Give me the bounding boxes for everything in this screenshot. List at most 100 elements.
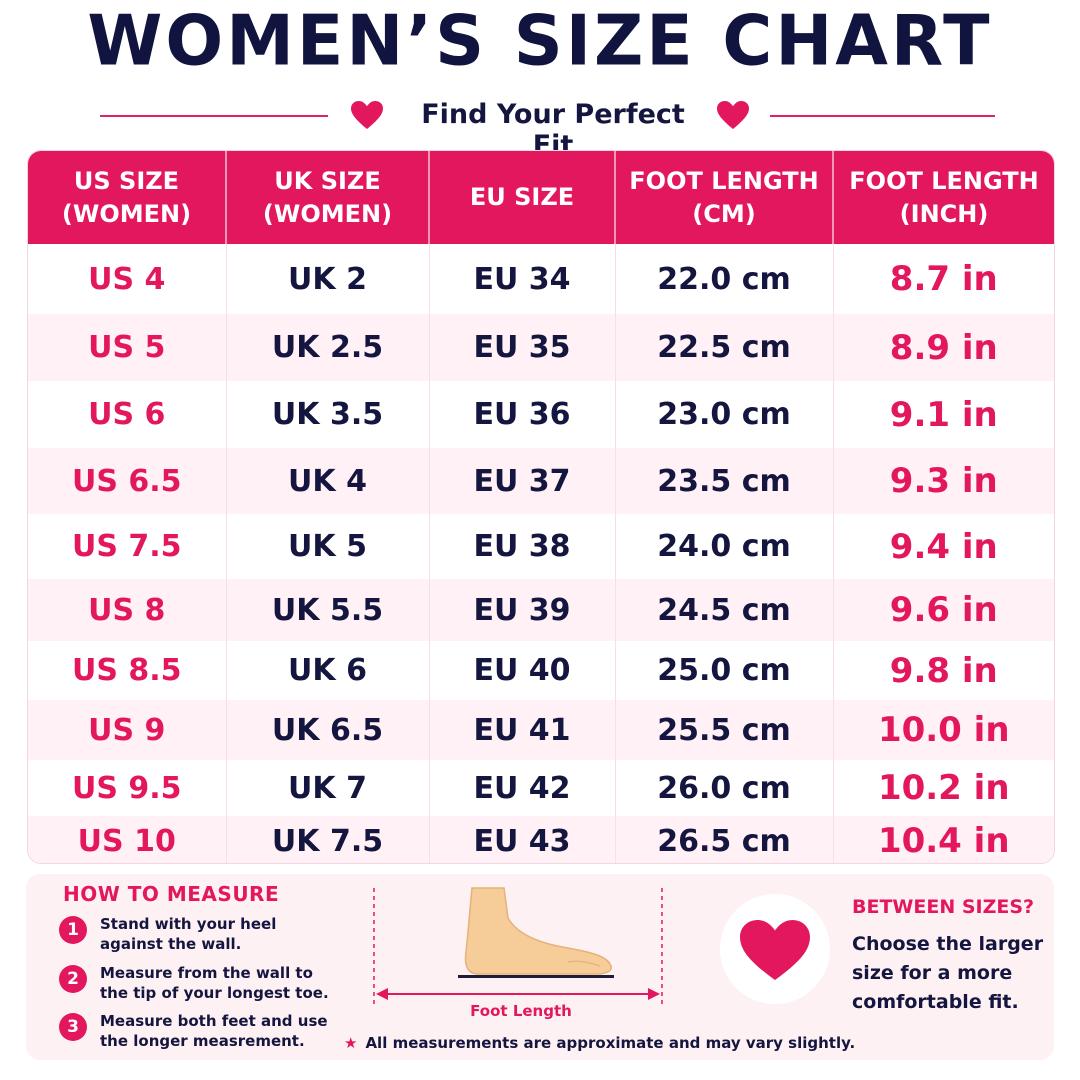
column-header: EU SIZE: [429, 151, 616, 244]
table-cell: UK 4: [226, 448, 430, 514]
table-cell: 22.5 cm: [615, 314, 834, 381]
heart-badge: [720, 894, 830, 1004]
heart-icon: [351, 101, 383, 129]
table-cell: 23.0 cm: [615, 381, 834, 448]
table-cell: 10.4 in: [833, 816, 1054, 863]
table-cell: 9.4 in: [889, 526, 998, 567]
table-cell: EU 38: [429, 514, 616, 579]
table-cell: US 10: [28, 816, 227, 863]
column-header-line: (WOMEN): [262, 199, 393, 228]
between-sizes-title: BETWEEN SIZES?: [852, 896, 1035, 918]
column-header-line: UK SIZE: [274, 166, 381, 195]
subtitle-divider-left: [100, 115, 328, 117]
table-cell: 26.0 cm: [615, 760, 834, 816]
step-number: 3: [59, 1013, 87, 1041]
table-cell: US 8.5: [28, 641, 227, 700]
table-row: US 8 UK 5.5 EU 39 24.5 cm 9.6 in: [28, 579, 1054, 641]
table-cell: 8.9 in: [833, 314, 1054, 381]
table-cell: 25.0 cm: [615, 641, 834, 700]
table-cell: US 7.5: [28, 514, 227, 579]
table-cell: EU 40: [429, 641, 616, 700]
column-header: UK SIZE (WOMEN): [226, 151, 430, 244]
step-text: Measure from the wall to the tip of your…: [100, 964, 329, 1002]
table-cell: EU 42: [429, 760, 616, 816]
info-panel: HOW TO MEASURE 1 Stand with your heel ag…: [26, 874, 1054, 1060]
subtitle-divider-right: [770, 115, 995, 117]
table-body: US 4 UK 2 EU 34 22.0 cm 8.7 in US 5 UK 2.5 EU 3…: [28, 244, 1054, 863]
table-cell: UK 5: [226, 514, 430, 579]
table-cell: UK 3.5: [226, 381, 430, 448]
foot-length-label: Foot Length: [470, 1002, 572, 1020]
column-header: FOOT LENGTH (INCH): [833, 151, 1054, 244]
page-title: WOMEN’S SIZE CHART: [87, 1, 993, 82]
table-cell: US 4: [28, 244, 227, 314]
step-number: 2: [59, 965, 87, 993]
step-number: 1: [59, 916, 87, 944]
table-cell: 9.3 in: [833, 448, 1054, 514]
star-icon: ★: [344, 1034, 358, 1052]
table-cell: UK 7.5: [226, 816, 430, 863]
column-header-line: (INCH): [899, 199, 989, 228]
column-header-line: FOOT LENGTH: [629, 166, 819, 195]
table-cell: UK 2.5: [226, 314, 430, 381]
step-text: Measure both feet and use the longer mea…: [100, 1012, 328, 1050]
between-sizes-text: Choose the larger size for a more comfor…: [852, 933, 1044, 1013]
column-header-line: (CM): [692, 199, 756, 228]
table-cell: 10.0 in: [833, 700, 1054, 760]
table-cell: UK 6.5: [226, 700, 430, 760]
table-cell: 10.2 in: [877, 768, 1010, 808]
foot-icon: [464, 887, 612, 975]
column-header-line: (WOMEN): [61, 199, 192, 228]
table-row: US 7.5 UK 5 EU 38 24.0 cm 9.4 in: [28, 514, 1054, 579]
table-cell: EU 43: [429, 816, 616, 863]
column-header-line: US SIZE: [73, 166, 180, 195]
page-subtitle: Find Your Perfect Fit: [421, 99, 685, 161]
heart-icon: [740, 920, 810, 980]
column-header-line: FOOT LENGTH: [849, 166, 1039, 195]
foot-diagram: [373, 887, 663, 1004]
table-cell: UK 7: [226, 760, 430, 816]
table-cell: EU 34: [429, 244, 616, 314]
table-row: US 6.5 UK 4 EU 37 23.5 cm 9.3 in: [28, 448, 1054, 514]
table-cell: US 6: [28, 381, 227, 448]
table-cell: EU 39: [429, 579, 616, 641]
table-cell: EU 36: [429, 381, 616, 448]
table-cell: 8.7 in: [889, 259, 998, 299]
table-cell: US 6.5: [28, 448, 227, 514]
column-header: US SIZE (WOMEN): [28, 151, 227, 244]
table-cell: 9.8 in: [889, 650, 998, 691]
table-cell: 24.5 cm: [615, 579, 834, 641]
disclaimer-text: All measurements are approximate and may…: [365, 1034, 856, 1052]
table-cell: 9.6 in: [833, 579, 1054, 641]
table-cell: EU 35: [429, 314, 616, 381]
table-cell: 26.5 cm: [615, 816, 834, 863]
table-cell: 22.0 cm: [615, 244, 834, 314]
table-cell: US 9: [28, 700, 227, 760]
table-row: US 8.5 UK 6 EU 40 25.0 cm 9.8 in: [28, 641, 1054, 700]
table-row: US 4 UK 2 EU 34 22.0 cm 8.7 in: [28, 244, 1054, 314]
floor-line: [458, 975, 614, 978]
table-row: US 9 UK 6.5 EU 41 25.5 cm 10.0 in: [28, 700, 1054, 760]
table-cell: US 9.5: [28, 760, 227, 816]
table-cell: 23.5 cm: [615, 448, 834, 514]
table-row: US 5 UK 2.5 EU 35 22.5 cm 8.9 in: [28, 314, 1054, 381]
table-cell: 25.5 cm: [615, 700, 834, 760]
disclaimer-note: ★ All measurements are approximate and ma…: [344, 1034, 864, 1052]
column-header-line: EU SIZE: [469, 183, 575, 211]
table-cell: 9.1 in: [889, 394, 998, 435]
size-table: US SIZE (WOMEN) UK SIZE (WOMEN) EU SIZE FOOT …: [27, 150, 1055, 864]
table-header-row: US SIZE (WOMEN) UK SIZE (WOMEN) EU SIZE FOOT …: [28, 151, 1054, 244]
table-cell: UK 6: [226, 641, 430, 700]
table-cell: UK 5.5: [226, 579, 430, 641]
step-text: Stand with your heel against the wall.: [100, 915, 277, 953]
table-cell: UK 2: [226, 244, 430, 314]
column-header: FOOT LENGTH (CM): [615, 151, 834, 244]
table-cell: US 8: [28, 579, 227, 641]
heart-icon: [717, 101, 749, 129]
how-to-measure-title: HOW TO MEASURE: [63, 882, 280, 906]
table-cell: 24.0 cm: [615, 514, 834, 579]
table-row: US 9.5 UK 7 EU 42 26.0 cm 10.2 in: [28, 760, 1054, 816]
table-row: US 10 UK 7.5 EU 43 26.5 cm 10.4 in: [28, 816, 1054, 863]
subtitle-row: Find Your Perfect Fit: [0, 96, 1080, 161]
table-cell: EU 37: [429, 448, 616, 514]
